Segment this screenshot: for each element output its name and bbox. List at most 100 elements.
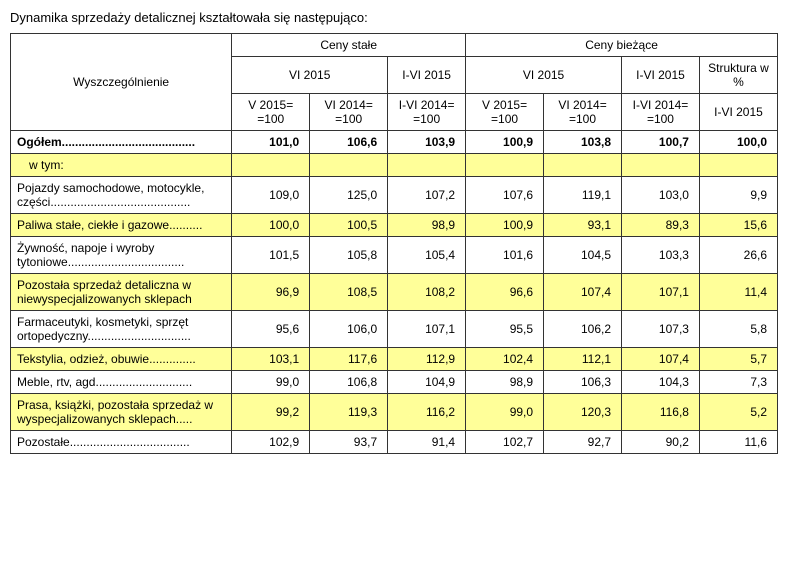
cell-value [699,154,777,177]
cell-value: 106,8 [310,371,388,394]
cell-value [466,154,544,177]
cell-value: 95,5 [466,311,544,348]
cell-value: 101,6 [466,237,544,274]
th-group-1: Ceny stałe [232,34,466,57]
cell-value: 93,1 [544,214,622,237]
cell-value: 107,1 [388,311,466,348]
cell-value: 100,9 [466,131,544,154]
th-group-2: Ceny bieżące [466,34,778,57]
table-row: Pozostała sprzedaż detaliczna w niewyspe… [11,274,778,311]
cell-value: 108,2 [388,274,466,311]
th-c4: V 2015= =100 [466,94,544,131]
table-row: Żywność, napoje i wyroby tytoniowe......… [11,237,778,274]
cell-value: 101,0 [232,131,310,154]
row-label: Pozostała sprzedaż detaliczna w niewyspe… [11,274,232,311]
row-label: Paliwa stałe, ciekłe i gazowe.......... [11,214,232,237]
cell-value: 107,3 [622,311,700,348]
cell-value [232,154,310,177]
cell-value: 106,2 [544,311,622,348]
cell-value: 100,0 [232,214,310,237]
table-row: w tym: [11,154,778,177]
row-label: Ogółem..................................… [11,131,232,154]
row-label: Farmaceutyki, kosmetyki, sprzęt ortopedy… [11,311,232,348]
table-row: Ogółem..................................… [11,131,778,154]
data-table: Wyszczególnienie Ceny stałe Ceny bieżące… [10,33,778,454]
th-c2: VI 2014= =100 [310,94,388,131]
table-row: Tekstylia, odzież, obuwie..............1… [11,348,778,371]
cell-value: 90,2 [622,431,700,454]
cell-value: 106,6 [310,131,388,154]
cell-value: 100,0 [699,131,777,154]
table-row: Pozostałe...............................… [11,431,778,454]
cell-value: 101,5 [232,237,310,274]
cell-value: 104,3 [622,371,700,394]
cell-value: 107,2 [388,177,466,214]
row-label: Meble, rtv, agd.........................… [11,371,232,394]
th-c1: V 2015= =100 [232,94,310,131]
cell-value: 100,5 [310,214,388,237]
th-sub-struct: Struktura w % [699,57,777,94]
cell-value: 107,4 [544,274,622,311]
cell-value: 102,7 [466,431,544,454]
cell-value: 108,5 [310,274,388,311]
cell-value: 116,2 [388,394,466,431]
cell-value: 5,7 [699,348,777,371]
cell-value: 98,9 [388,214,466,237]
cell-value: 125,0 [310,177,388,214]
cell-value: 116,8 [622,394,700,431]
cell-value [544,154,622,177]
cell-value: 102,9 [232,431,310,454]
cell-value: 96,6 [466,274,544,311]
cell-value: 9,9 [699,177,777,214]
cell-value: 109,0 [232,177,310,214]
cell-value [622,154,700,177]
th-c5: VI 2014= =100 [544,94,622,131]
cell-value: 104,5 [544,237,622,274]
cell-value: 96,9 [232,274,310,311]
cell-value: 106,0 [310,311,388,348]
cell-value: 15,6 [699,214,777,237]
cell-value: 107,1 [622,274,700,311]
table-row: Farmaceutyki, kosmetyki, sprzęt ortopedy… [11,311,778,348]
row-label: Żywność, napoje i wyroby tytoniowe......… [11,237,232,274]
th-c3: I-VI 2014= =100 [388,94,466,131]
cell-value: 91,4 [388,431,466,454]
cell-value: 112,9 [388,348,466,371]
cell-value: 89,3 [622,214,700,237]
row-label: w tym: [11,154,232,177]
cell-value: 103,0 [622,177,700,214]
th-row-label: Wyszczególnienie [11,34,232,131]
cell-value: 119,3 [310,394,388,431]
row-label: Prasa, książki, pozostała sprzedaż w wys… [11,394,232,431]
cell-value: 103,3 [622,237,700,274]
cell-value: 103,9 [388,131,466,154]
row-label: Pozostałe...............................… [11,431,232,454]
cell-value: 99,2 [232,394,310,431]
cell-value: 107,4 [622,348,700,371]
th-c7: I-VI 2015 [699,94,777,131]
row-label: Tekstylia, odzież, obuwie.............. [11,348,232,371]
table-row: Prasa, książki, pozostała sprzedaż w wys… [11,394,778,431]
cell-value: 103,1 [232,348,310,371]
cell-value: 102,4 [466,348,544,371]
table-head: Wyszczególnienie Ceny stałe Ceny bieżące… [11,34,778,131]
cell-value: 5,2 [699,394,777,431]
cell-value: 107,6 [466,177,544,214]
cell-value: 92,7 [544,431,622,454]
cell-value: 5,8 [699,311,777,348]
cell-value: 106,3 [544,371,622,394]
th-c6: I-VI 2014= =100 [622,94,700,131]
th-sub-vi2015-b: VI 2015 [466,57,622,94]
cell-value [388,154,466,177]
cell-value: 119,1 [544,177,622,214]
cell-value: 26,6 [699,237,777,274]
cell-value: 99,0 [466,394,544,431]
cell-value: 103,8 [544,131,622,154]
cell-value: 100,7 [622,131,700,154]
table-row: Pojazdy samochodowe, motocykle, części..… [11,177,778,214]
cell-value: 120,3 [544,394,622,431]
cell-value: 98,9 [466,371,544,394]
cell-value: 112,1 [544,348,622,371]
cell-value [310,154,388,177]
cell-value: 100,9 [466,214,544,237]
